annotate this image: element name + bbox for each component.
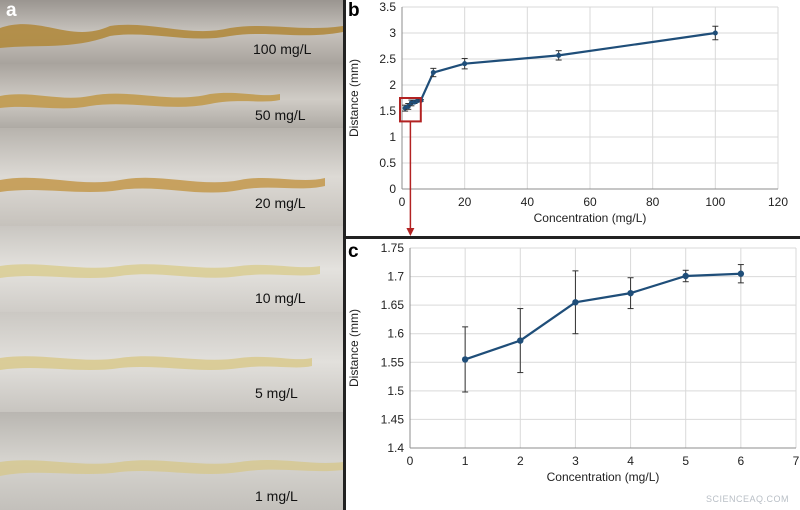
streak-50 [0, 92, 280, 109]
y-tick-label: 1.5 [387, 384, 404, 398]
data-point [712, 30, 718, 36]
y-tick-label: 1.75 [381, 241, 405, 255]
x-tick-label: 60 [583, 195, 597, 209]
x-tick-label: 4 [627, 454, 634, 468]
panel-letter-c: c [348, 241, 359, 262]
x-tick-label: 0 [407, 454, 414, 468]
panel-letter-a: a [6, 0, 17, 21]
streak-100 [0, 24, 343, 48]
x-tick-label: 20 [458, 195, 472, 209]
y-tick-label: 2.5 [379, 52, 396, 66]
data-point [737, 270, 745, 277]
y-tick-label: 3.5 [379, 0, 396, 14]
x-tick-label: 40 [521, 195, 535, 209]
chart-b: 0 0.5 1 1.5 2 2.5 3 3.5 0 20 40 60 80 100 120 Concentra… [347, 0, 788, 236]
concentration-label: 10 mg/L [255, 290, 306, 306]
y-tick-label: 1.4 [387, 441, 404, 455]
x-tick-label: 80 [646, 195, 660, 209]
streak-5 [0, 356, 312, 370]
x-tick-label: 120 [768, 195, 788, 209]
strip-1: 1 mg/L [0, 412, 343, 510]
y-tick-label: 1.55 [381, 355, 405, 369]
concentration-label: 20 mg/L [255, 195, 306, 211]
x-tick-label: 7 [793, 454, 800, 468]
data-point [430, 70, 436, 76]
concentration-label: 5 mg/L [255, 385, 298, 401]
data-point [682, 272, 689, 280]
y-tick-label: 3 [389, 26, 396, 40]
x-tick-label: 5 [682, 454, 689, 468]
chart-c: 1.4 1.45 1.5 1.55 1.6 1.65 1.7 1.75 0 1 2 3 4 5 6 7 Conc… [347, 241, 800, 484]
y-tick-label: 1.65 [381, 298, 405, 312]
data-point [461, 356, 469, 363]
x-tick-label: 100 [705, 195, 725, 209]
data-point [462, 61, 468, 67]
streak-1 [0, 460, 343, 476]
watermark: SCIENCEAQ.COM [706, 494, 790, 504]
x-axis-label: Concentration (mg/L) [534, 211, 647, 225]
streak-20 [0, 177, 325, 193]
y-tick-label: 1.7 [387, 270, 404, 284]
x-tick-label: 3 [572, 454, 579, 468]
y-tick-label: 0.5 [379, 156, 396, 170]
panel-letter-b: b [348, 0, 360, 21]
y-axis-label: Distance (mm) [347, 309, 361, 387]
panel-divider-horizontal [346, 236, 800, 239]
x-tick-label: 2 [517, 454, 524, 468]
x-tick-label: 0 [399, 195, 406, 209]
y-tick-label: 0 [389, 182, 396, 196]
series-line [404, 31, 716, 110]
strip-10: 10 mg/L [0, 226, 343, 312]
x-tick-label: 6 [738, 454, 745, 468]
y-tick-label: 1.45 [381, 412, 405, 426]
data-point [572, 299, 579, 306]
data-point [405, 103, 411, 109]
zoom-arrow-head [406, 228, 415, 236]
y-tick-label: 1.5 [379, 104, 396, 118]
strip-50: 50 mg/L [0, 64, 343, 128]
data-point [517, 337, 524, 344]
y-tick-label: 1 [389, 130, 396, 144]
series-line [464, 272, 741, 361]
concentration-label: 100 mg/L [253, 41, 312, 57]
strip-100: 100 mg/L [0, 0, 343, 64]
strip-5: 5 mg/L [0, 312, 343, 412]
streak-10 [0, 264, 320, 278]
panel-divider-vertical [343, 0, 346, 510]
strip-20: 20 mg/L [0, 128, 343, 226]
y-tick-label: 1.6 [387, 327, 404, 341]
y-axis-label: Distance (mm) [347, 59, 361, 137]
photo-panel: 100 mg/L 50 mg/L 20 mg/L 10 mg/L 5 mg/L [0, 0, 343, 510]
data-point [556, 52, 562, 58]
data-point [627, 289, 634, 297]
concentration-label: 1 mg/L [255, 488, 298, 504]
x-tick-label: 1 [462, 454, 469, 468]
concentration-label: 50 mg/L [255, 107, 306, 123]
x-axis-label: Concentration (mg/L) [547, 470, 660, 484]
y-tick-label: 2 [389, 78, 396, 92]
